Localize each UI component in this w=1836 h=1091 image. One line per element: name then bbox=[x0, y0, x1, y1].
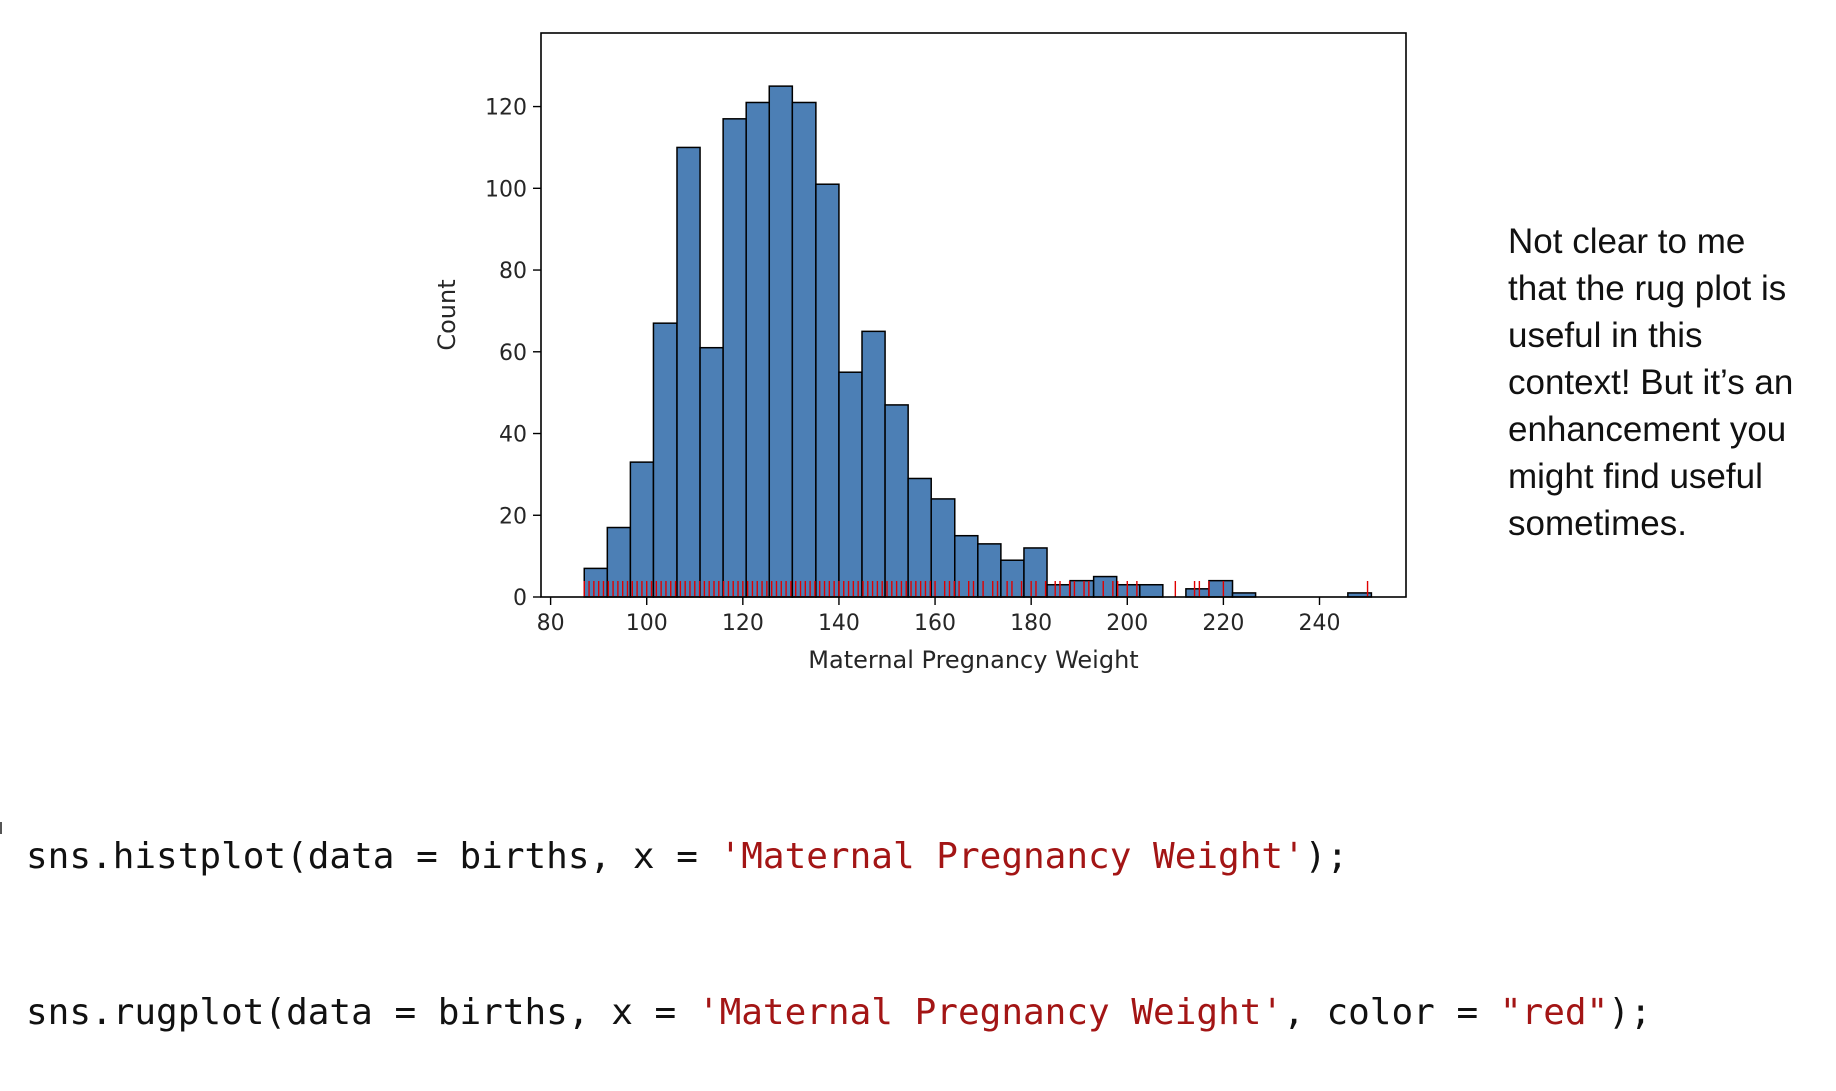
histogram-bar bbox=[907, 477, 932, 598]
histogram-bar bbox=[1139, 583, 1164, 598]
x-tick-label: 200 bbox=[1106, 611, 1148, 636]
plot-area-frame bbox=[540, 32, 1407, 598]
x-tick-label: 100 bbox=[626, 611, 668, 636]
x-tick-label: 120 bbox=[722, 611, 764, 636]
y-tick-label: 0 bbox=[513, 586, 527, 611]
rug-marks bbox=[583, 581, 1369, 597]
histogram-bar bbox=[745, 101, 771, 598]
histogram-bar bbox=[652, 322, 678, 598]
x-axis: 80 100 120 140 160 180 200 220 240 bbox=[537, 597, 1341, 636]
note-line: sometimes. bbox=[1508, 504, 1687, 543]
y-axis-label: Count bbox=[433, 279, 461, 350]
histogram-chart: 80 100 120 140 160 180 200 220 240 0 20 40 60 80 100 1… bbox=[433, 32, 1407, 674]
code-string: 'Maternal Pregnancy Weight' bbox=[719, 836, 1305, 877]
x-tick-label: 140 bbox=[818, 611, 860, 636]
y-tick-label: 120 bbox=[485, 96, 527, 121]
x-axis-label: Maternal Pregnancy Weight bbox=[808, 646, 1138, 674]
code-text: ); bbox=[1304, 836, 1349, 877]
histogram-bar bbox=[676, 146, 701, 598]
code-block: sns.histplot(data = births, x = 'Materna… bbox=[26, 727, 1652, 1091]
histogram-bar bbox=[884, 404, 909, 598]
code-line-rugplot: sns.rugplot(data = births, x = 'Maternal… bbox=[26, 987, 1652, 1039]
y-tick-label: 20 bbox=[499, 504, 527, 529]
x-tick-label: 180 bbox=[1010, 611, 1052, 636]
histogram-bar bbox=[699, 346, 724, 598]
x-tick-label: 80 bbox=[537, 611, 565, 636]
histogram-bars bbox=[583, 85, 1373, 598]
histogram-bar bbox=[768, 85, 794, 598]
histogram-bar bbox=[1069, 579, 1095, 598]
code-line-histplot: sns.histplot(data = births, x = 'Materna… bbox=[26, 831, 1652, 883]
x-tick-label: 220 bbox=[1202, 611, 1244, 636]
histogram-bar bbox=[954, 534, 979, 598]
y-tick-label: 60 bbox=[499, 341, 527, 366]
histogram-bar bbox=[629, 461, 655, 598]
note-line: might find useful bbox=[1508, 457, 1763, 496]
x-tick-label: 240 bbox=[1299, 611, 1341, 636]
histogram-bar bbox=[861, 330, 886, 598]
y-tick-label: 40 bbox=[499, 423, 527, 448]
note-line: enhancement you bbox=[1508, 410, 1787, 449]
histogram-bar bbox=[1208, 579, 1234, 598]
code-string: "red" bbox=[1499, 992, 1609, 1033]
histogram-bar bbox=[815, 183, 840, 598]
note-line: Not clear to me bbox=[1508, 222, 1746, 261]
y-tick-label: 80 bbox=[499, 259, 527, 284]
x-tick-label: 160 bbox=[914, 611, 956, 636]
histogram-bar bbox=[722, 118, 747, 598]
histogram-bar bbox=[1185, 588, 1210, 598]
edge-marker bbox=[0, 822, 2, 834]
code-string: 'Maternal Pregnancy Weight' bbox=[697, 992, 1284, 1033]
note-line: useful in this bbox=[1508, 316, 1703, 355]
code-text: ); bbox=[1608, 992, 1652, 1033]
code-text: sns.histplot(data = births, x = bbox=[26, 836, 720, 877]
y-tick-label: 100 bbox=[485, 177, 527, 202]
y-axis: 0 20 40 60 80 100 120 bbox=[485, 96, 541, 611]
histogram-bar bbox=[791, 101, 817, 598]
code-text: sns.rugplot(data = births, x = bbox=[26, 992, 698, 1033]
code-text: , color = bbox=[1283, 992, 1500, 1033]
note-line: context! But it’s an bbox=[1508, 363, 1794, 402]
note-line: that the rug plot is bbox=[1508, 269, 1787, 308]
histogram-bar bbox=[1046, 583, 1071, 598]
histogram-bar bbox=[838, 371, 863, 598]
annotation-note: Not clear to me that the rug plot is use… bbox=[1508, 218, 1828, 547]
